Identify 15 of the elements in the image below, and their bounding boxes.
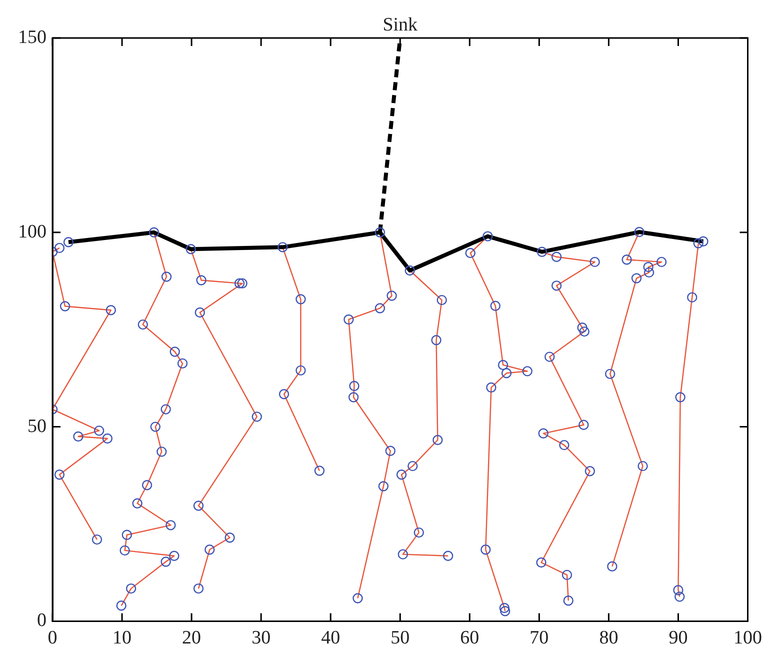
x-tick-label: 40	[321, 628, 340, 649]
x-tick-label: 10	[112, 628, 132, 649]
x-tick-label: 90	[668, 628, 688, 649]
annotation: Sink	[382, 14, 418, 36]
x-tick-label: 20	[182, 628, 202, 649]
y-tick-label: 0	[37, 610, 46, 632]
x-tick-label: 70	[530, 628, 549, 649]
x-tick-label: 50	[390, 628, 410, 649]
y-tick-label: 50	[28, 416, 46, 437]
x-tick-label: 30	[252, 628, 271, 649]
y-tick-label: 100	[18, 221, 46, 242]
x-tick-label: 60	[460, 628, 480, 649]
x-tick-label: 80	[599, 628, 618, 649]
y-tick-label: 150	[18, 26, 46, 48]
x-tick-label: 100	[734, 628, 762, 649]
